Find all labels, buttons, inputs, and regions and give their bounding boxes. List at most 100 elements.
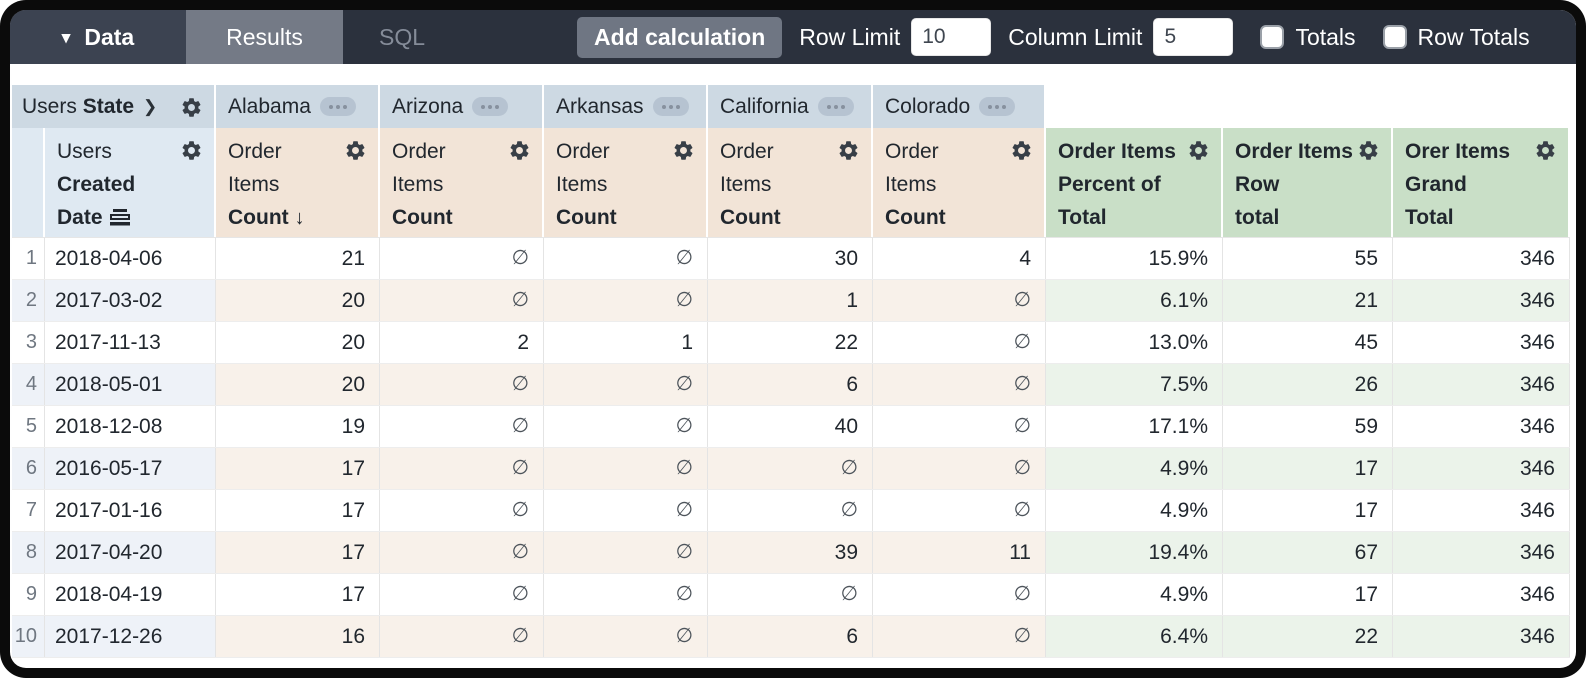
null-cell: ∅	[380, 238, 544, 279]
measure-header-california-count[interactable]: Order Items Count	[708, 128, 873, 237]
column-limit-input[interactable]	[1153, 18, 1234, 56]
null-cell: ∅	[873, 406, 1046, 447]
calc-header-line: Order Items	[1058, 140, 1176, 163]
row-limit-group: Row Limit	[799, 10, 992, 64]
date-cell[interactable]: 2017-12-26	[45, 616, 216, 657]
gear-icon[interactable]	[180, 96, 203, 119]
null-cell: ∅	[873, 490, 1046, 531]
calc-cell: 346	[1393, 406, 1570, 447]
calc-header-line: Orer Items	[1405, 140, 1511, 163]
gear-icon[interactable]	[1534, 139, 1557, 162]
pivot-value-alabama[interactable]: Alabama	[216, 85, 380, 128]
calc-cell: 4.9%	[1046, 490, 1223, 531]
null-cell: ∅	[380, 490, 544, 531]
gear-icon[interactable]	[508, 139, 531, 162]
measure-cell[interactable]: 4	[873, 238, 1046, 279]
chevron-right-icon[interactable]: ❯	[143, 96, 158, 116]
measure-header-line: Items	[228, 173, 280, 196]
pivot-field-header[interactable]: Users State ❯	[12, 85, 216, 128]
totals-checkbox[interactable]	[1260, 25, 1285, 49]
measure-cell[interactable]: 17	[216, 490, 380, 531]
pivot-value-arkansas[interactable]: Arkansas	[544, 85, 708, 128]
overflow-menu-icon[interactable]	[817, 97, 854, 116]
calc-header-percent-of-total[interactable]: Order Items Percent of Total	[1046, 128, 1223, 237]
measure-cell[interactable]: 16	[216, 616, 380, 657]
date-cell[interactable]: 2018-04-06	[45, 238, 216, 279]
sort-desc-icon: ↓	[294, 207, 305, 229]
measure-cell[interactable]: 30	[708, 238, 873, 279]
measure-cell[interactable]: 39	[708, 532, 873, 573]
calc-header-row-total[interactable]: Order Items Row total	[1223, 128, 1393, 237]
measure-cell[interactable]: 20	[216, 364, 380, 405]
row-totals-checkbox[interactable]	[1382, 25, 1407, 49]
measure-cell[interactable]: 20	[216, 322, 380, 363]
calc-cell: 17.1%	[1046, 406, 1223, 447]
calc-cell: 346	[1393, 364, 1570, 405]
gear-icon[interactable]	[180, 139, 203, 162]
date-cell[interactable]: 2018-05-01	[45, 364, 216, 405]
measure-header-line: Count	[392, 206, 453, 229]
pivot-value-label: Alabama	[228, 94, 311, 118]
measure-header-alabama-count[interactable]: Order Items Count ↓	[216, 128, 380, 237]
null-cell: ∅	[873, 448, 1046, 489]
calc-cell: 59	[1223, 406, 1393, 447]
measure-cell[interactable]: 19	[216, 406, 380, 447]
date-cell[interactable]: 2018-04-19	[45, 574, 216, 615]
measure-cell[interactable]: 20	[216, 280, 380, 321]
overflow-menu-icon[interactable]	[652, 97, 689, 116]
gear-icon[interactable]	[1010, 139, 1033, 162]
row-totals-label: Row Totals	[1417, 23, 1530, 50]
tab-results-label: Results	[226, 23, 303, 50]
calc-header-grand-total[interactable]: Orer Items Grand Total	[1393, 128, 1570, 237]
tab-results[interactable]: Results	[186, 10, 343, 64]
date-cell[interactable]: 2017-03-02	[45, 280, 216, 321]
calc-cell: 22	[1223, 616, 1393, 657]
overflow-menu-icon[interactable]	[472, 97, 509, 116]
dimension-header-users-created-date[interactable]: Users Created Date	[45, 128, 216, 237]
gear-icon[interactable]	[1187, 139, 1210, 162]
measure-header-line: Order	[556, 140, 610, 163]
date-cell[interactable]: 2018-12-08	[45, 406, 216, 447]
measure-header-arizona-count[interactable]: Order Items Count	[380, 128, 544, 237]
date-cell[interactable]: 2016-05-17	[45, 448, 216, 489]
overflow-menu-icon[interactable]	[979, 97, 1016, 116]
tab-sql[interactable]: SQL	[343, 10, 461, 64]
measure-cell[interactable]: 40	[708, 406, 873, 447]
measure-cell[interactable]: 1	[544, 322, 708, 363]
measure-cell[interactable]: 17	[216, 532, 380, 573]
gear-icon[interactable]	[672, 139, 695, 162]
calc-cell: 45	[1223, 322, 1393, 363]
pivot-value-california[interactable]: California	[708, 85, 873, 128]
data-section-toggle[interactable]: ▾ Data	[10, 10, 186, 64]
measure-cell[interactable]: 17	[216, 448, 380, 489]
calc-cell: 4.9%	[1046, 574, 1223, 615]
calc-cell: 346	[1393, 490, 1570, 531]
row-limit-input[interactable]	[911, 18, 992, 56]
measure-header-line: Items	[392, 173, 444, 196]
gear-icon[interactable]	[837, 139, 860, 162]
measure-cell[interactable]: 1	[708, 280, 873, 321]
date-cell[interactable]: 2017-11-13	[45, 322, 216, 363]
gear-icon[interactable]	[344, 139, 367, 162]
overflow-menu-icon[interactable]	[319, 97, 356, 116]
measure-header-line: Order	[720, 140, 774, 163]
gear-icon[interactable]	[1357, 139, 1380, 162]
pivot-value-colorado[interactable]: Colorado	[873, 85, 1046, 128]
column-limit-group: Column Limit	[1008, 10, 1234, 64]
measure-header-arkansas-count[interactable]: Order Items Count	[544, 128, 708, 237]
measure-cell[interactable]: 6	[708, 364, 873, 405]
calc-cell: 17	[1223, 490, 1393, 531]
results-table: Users State ❯ Alabama Arizona Arkansas	[12, 85, 1570, 658]
measure-cell[interactable]: 2	[380, 322, 544, 363]
date-cell[interactable]: 2017-04-20	[45, 532, 216, 573]
measure-header-colorado-count[interactable]: Order Items Count	[873, 128, 1046, 237]
measure-cell[interactable]: 22	[708, 322, 873, 363]
add-calculation-button[interactable]: Add calculation	[577, 16, 783, 58]
measure-cell[interactable]: 21	[216, 238, 380, 279]
measure-cell[interactable]: 6	[708, 616, 873, 657]
table-row: 7 2017-01-16 17 ∅ ∅ ∅ ∅ 4.9% 17 346	[12, 490, 1570, 532]
date-cell[interactable]: 2017-01-16	[45, 490, 216, 531]
measure-cell[interactable]: 17	[216, 574, 380, 615]
pivot-value-arizona[interactable]: Arizona	[380, 85, 544, 128]
measure-cell[interactable]: 11	[873, 532, 1046, 573]
